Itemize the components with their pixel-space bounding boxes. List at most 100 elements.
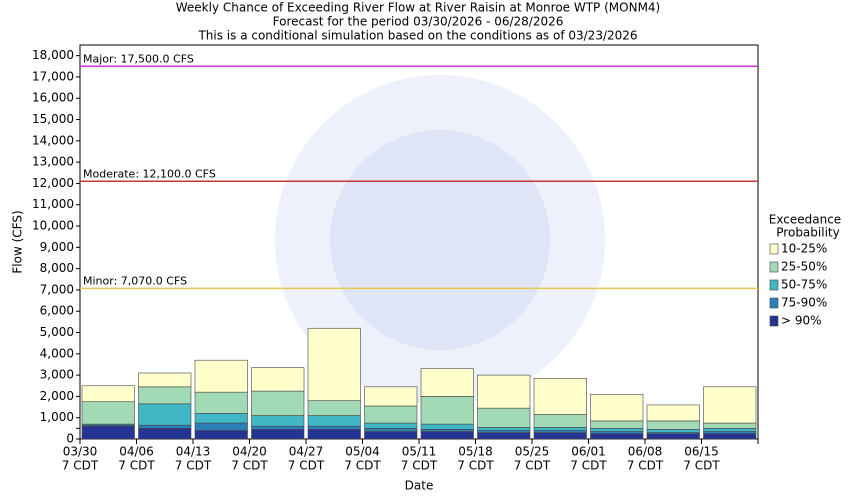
bar-segment [590, 428, 644, 432]
bar-segment [703, 428, 757, 432]
chart-title: Forecast for the period 03/30/2026 - 06/… [273, 15, 564, 29]
x-tick-label: 7 CDT [570, 459, 607, 473]
y-tick-label: 11,000 [32, 197, 74, 211]
bar-segment [590, 433, 644, 440]
bar-segment [81, 401, 135, 425]
y-tick-label: 16,000 [32, 91, 74, 105]
x-tick-label: 7 CDT [401, 459, 438, 473]
bar-segment [364, 386, 418, 407]
bar-segment [477, 374, 531, 409]
bar-segment [703, 431, 757, 434]
bar-segment [420, 396, 474, 425]
y-tick-label: 7,000 [40, 282, 74, 296]
y-tick-label: 13,000 [32, 155, 74, 169]
x-tick-label: 06/08 [628, 445, 663, 459]
y-tick-label: 15,000 [32, 112, 74, 126]
y-tick-label: 18,000 [32, 48, 74, 62]
bar-segment [533, 432, 587, 440]
bar-segment [364, 428, 418, 432]
x-tick-label: 04/06 [119, 445, 154, 459]
chart-title: Weekly Chance of Exceeding River Flow at… [176, 1, 660, 15]
bar-segment [251, 425, 305, 430]
bar-segment [138, 428, 192, 440]
legend-title: Exceedance [769, 213, 841, 227]
legend-swatch [769, 315, 779, 327]
x-tick-label: 05/11 [402, 445, 437, 459]
bar-segment [307, 400, 361, 416]
bar-segment [194, 413, 248, 424]
y-tick-label: 4,000 [40, 346, 74, 360]
y-tick-label: 2,000 [40, 389, 74, 403]
x-tick-label: 7 CDT [231, 459, 268, 473]
threshold-label: Major: 17,500.0 CFS [83, 52, 194, 65]
bar-segment [533, 378, 587, 415]
bar-segment [307, 425, 361, 430]
bar-segment [533, 414, 587, 428]
x-axis-label: Date [405, 479, 434, 493]
legend-label: 10-25% [781, 242, 827, 256]
x-tick-label: 04/13 [176, 445, 211, 459]
bar-segment [251, 367, 305, 392]
x-tick-label: 7 CDT [683, 459, 720, 473]
x-tick-label: 05/18 [458, 445, 493, 459]
bar-segment [194, 430, 248, 440]
y-tick-label: 10,000 [32, 219, 74, 233]
bar-segment [477, 407, 531, 428]
y-tick-label: 8,000 [40, 261, 74, 275]
bar-segment [194, 359, 248, 393]
bar-segment [590, 393, 644, 422]
x-tick-label: 05/04 [345, 445, 380, 459]
bar-segment [590, 420, 644, 429]
y-tick-label: 6,000 [40, 304, 74, 318]
legend-label: 75-90% [781, 296, 827, 310]
bar-segment [307, 429, 361, 440]
bar-segment [703, 433, 757, 440]
legend-title: Probability [776, 226, 839, 240]
bar-segment [646, 433, 700, 440]
x-tick-label: 7 CDT [62, 459, 99, 473]
bar-segment [477, 430, 531, 433]
bar-segment [138, 372, 192, 388]
watermark-inner [330, 130, 550, 350]
legend-swatch [769, 261, 779, 273]
threshold-label: Minor: 7,070.0 CFS [83, 274, 187, 287]
x-tick-label: 7 CDT [344, 459, 381, 473]
x-tick-label: 04/20 [232, 445, 267, 459]
bar-segment [251, 429, 305, 440]
legend-swatch [769, 243, 779, 255]
legend-label: 25-50% [781, 260, 827, 274]
bar-segment [533, 426, 587, 431]
bar-segment [420, 431, 474, 440]
legend-label: > 90% [781, 314, 822, 328]
x-tick-label: 06/15 [684, 445, 719, 459]
legend-swatch [769, 297, 779, 309]
bar-segment [307, 327, 361, 401]
bar-segment [81, 385, 135, 403]
x-tick-label: 7 CDT [627, 459, 664, 473]
bar-segment [646, 420, 700, 430]
x-tick-label: 04/27 [289, 445, 324, 459]
bar-segment [138, 403, 192, 426]
x-tick-label: 7 CDT [288, 459, 325, 473]
x-tick-label: 05/25 [515, 445, 550, 459]
y-tick-label: 3,000 [40, 368, 74, 382]
bar-segment [533, 430, 587, 433]
y-tick-label: 0 [66, 432, 74, 446]
bar-segment [646, 429, 700, 433]
y-tick-label: 9,000 [40, 240, 74, 254]
x-tick-label: 7 CDT [175, 459, 212, 473]
bar-segment [420, 429, 474, 432]
threshold-label: Moderate: 12,100.0 CFS [83, 167, 216, 180]
x-tick-label: 03/30 [63, 445, 98, 459]
bar-segment [590, 431, 644, 434]
y-tick-label: 14,000 [32, 133, 74, 147]
bar-segment [81, 425, 135, 440]
bar-segment [420, 368, 474, 397]
x-tick-label: 7 CDT [457, 459, 494, 473]
bar-segment [251, 415, 305, 427]
legend-label: 50-75% [781, 278, 827, 292]
bar-segment [138, 424, 192, 429]
bar-segment [420, 423, 474, 430]
bar-segment [138, 386, 192, 405]
